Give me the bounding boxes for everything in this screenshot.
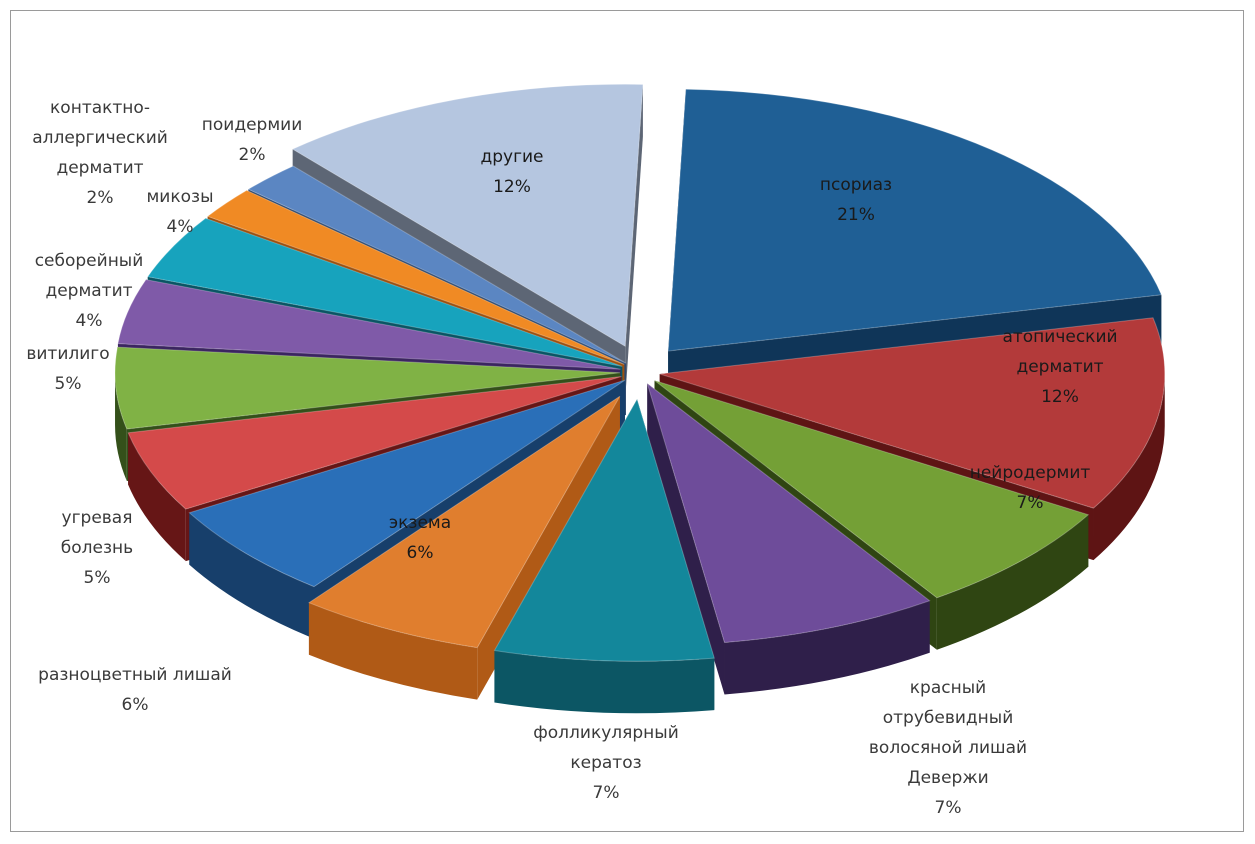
slice-label: разноцветный лишай 6% bbox=[38, 665, 232, 715]
slice-label: угревая болезнь 5% bbox=[61, 508, 133, 588]
pie-slice-top bbox=[127, 376, 622, 510]
slice-label: псориаз 21% bbox=[820, 175, 892, 225]
slice-label: витилиго 5% bbox=[26, 344, 109, 394]
pie-slice-top bbox=[114, 346, 621, 430]
slice-label: нейродермит 7% bbox=[970, 463, 1091, 513]
pie-slice-3 bbox=[646, 382, 931, 695]
pie-slice-top bbox=[493, 397, 715, 662]
slice-label: микозы 4% bbox=[146, 187, 213, 237]
pie-slice-top bbox=[646, 382, 931, 643]
slice-label: фолликулярный кератоз 7% bbox=[533, 723, 679, 803]
pie-slice-4 bbox=[493, 397, 715, 714]
pie-slice-side bbox=[128, 432, 186, 562]
slice-label: поидермии 2% bbox=[202, 115, 303, 165]
pie-slice-top bbox=[117, 279, 621, 370]
slice-label: красный отрубевидный волосяной лишай Деверж… bbox=[869, 678, 1027, 818]
slice-label: себорейный дерматит 4% bbox=[35, 251, 144, 331]
pie-slice-wall bbox=[647, 383, 725, 695]
pie-slice-side bbox=[936, 514, 1089, 650]
pie-slice-top bbox=[659, 317, 1166, 509]
pie-slice-side bbox=[189, 512, 315, 639]
pie-slice-top bbox=[146, 217, 623, 367]
pie-slice-top bbox=[188, 379, 626, 588]
pie-slice-side bbox=[115, 372, 127, 481]
pie-slice-wall bbox=[625, 84, 643, 399]
slice-label: экзема 6% bbox=[389, 513, 451, 563]
pie-slice-top bbox=[206, 189, 625, 365]
pie-slice-top bbox=[291, 83, 644, 348]
pie-slice-side bbox=[724, 600, 930, 695]
pie-slice-top bbox=[667, 88, 1163, 352]
pie-slice-side bbox=[494, 650, 715, 714]
pie-slice-side bbox=[308, 602, 478, 700]
slice-label: атопический дерматит 12% bbox=[1002, 327, 1117, 407]
pie-slice-side bbox=[1093, 373, 1165, 561]
slice-label: другие 12% bbox=[480, 147, 543, 197]
pie-slice-top bbox=[247, 165, 627, 364]
pie-slice-top bbox=[654, 380, 1090, 599]
slice-label: контактно-аллергический дерматит 2% bbox=[32, 98, 168, 208]
pie-slice-top bbox=[307, 395, 621, 649]
